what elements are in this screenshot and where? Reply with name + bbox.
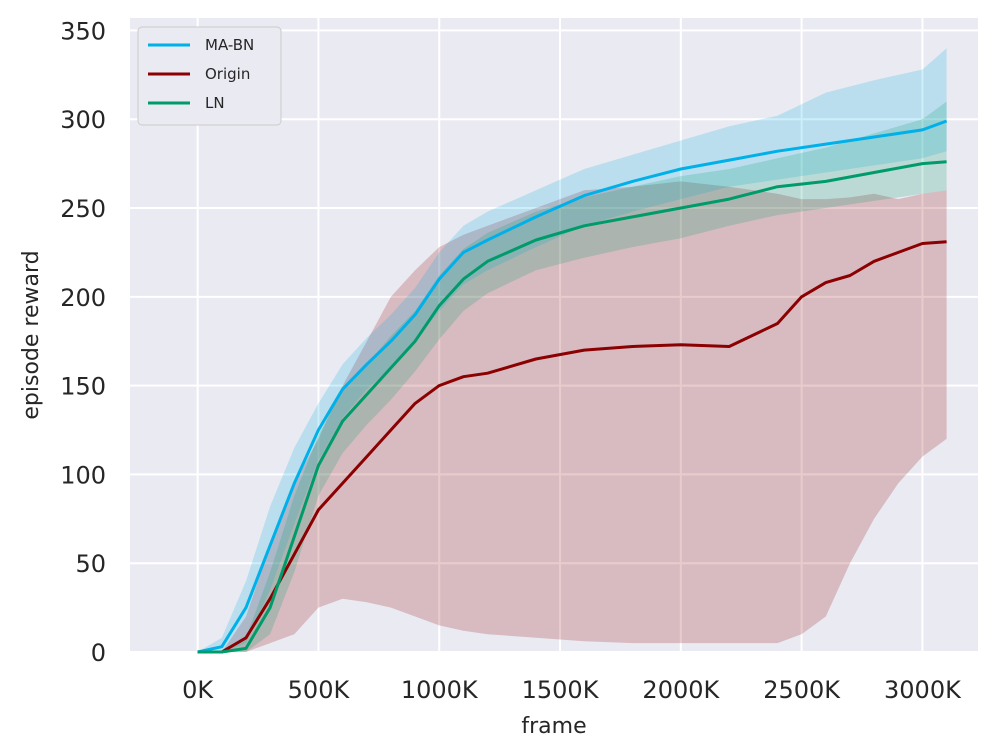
legend-label: MA-BN <box>205 36 254 54</box>
x-tick-labels: 0K 500K 1000K 1500K 2000K 2500K 3000K <box>182 676 962 704</box>
y-tick-label: 300 <box>60 106 106 134</box>
y-tick-label: 350 <box>60 17 106 45</box>
legend-label: Origin <box>205 65 250 83</box>
x-tick-label: 500K <box>288 676 351 704</box>
x-tick-label: 2000K <box>642 676 720 704</box>
x-tick-label: 1500K <box>522 676 600 704</box>
line-ma-bn <box>197 119 948 654</box>
series-lines <box>197 119 948 654</box>
x-tick-label: 1000K <box>401 676 479 704</box>
y-tick-label: 200 <box>60 284 106 312</box>
band-ma-bn <box>197 48 947 652</box>
y-tick-label: 250 <box>60 195 106 223</box>
y-tick-label: 100 <box>60 461 106 489</box>
legend-label: LN <box>205 94 225 112</box>
y-tick-label: 50 <box>75 550 106 578</box>
x-tick-label: 2500K <box>763 676 841 704</box>
y-tick-label: 150 <box>60 373 106 401</box>
x-axis-label: frame <box>521 714 586 739</box>
legend: MA-BN Origin LN <box>137 26 282 126</box>
legend-box <box>137 26 282 126</box>
y-tick-label: 0 <box>91 639 106 667</box>
line-origin <box>197 240 947 654</box>
y-axis-label: episode reward <box>19 250 44 419</box>
x-tick-label: 3000K <box>884 676 962 704</box>
grid <box>130 18 978 653</box>
y-tick-labels: 0 50 100 150 200 250 300 350 <box>60 17 106 667</box>
x-tick-label: 0K <box>182 676 214 704</box>
line-ln <box>197 160 947 654</box>
band-origin <box>197 181 947 652</box>
